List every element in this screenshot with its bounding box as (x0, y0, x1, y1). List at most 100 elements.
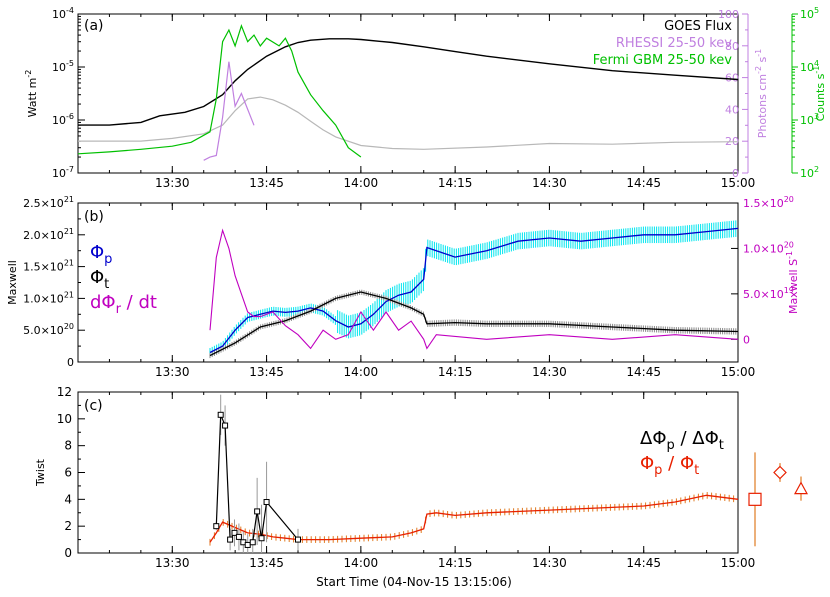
counts-tick-label: 104 (800, 59, 819, 74)
legend-phi-ratio: Φp / Φt (640, 453, 699, 478)
photons-tick-label: 100 (718, 8, 739, 21)
curve-label: Φp (90, 242, 112, 267)
y-tick-label: 2.0×1021 (23, 227, 74, 242)
x-tick-label: 14:45 (626, 365, 661, 379)
x-tick-label: 15:00 (721, 556, 756, 570)
y-tick-label: 10-5 (52, 59, 74, 74)
summary-diamond-marker (773, 465, 787, 480)
panel-c: 13:30 13:45 14:00 14:15 14:30 14:45 15:00 0 2 4 6 8… (34, 385, 809, 570)
y-tick-label: 1.5×1021 (23, 259, 74, 274)
right-axis-label-text: Maxwell S-1 (785, 251, 800, 314)
y-tick-label: 12 (57, 385, 72, 399)
x-tick-label: 15:00 (721, 365, 756, 379)
photons-tick-label: 40 (725, 103, 739, 116)
y-axis-label-a: Watt m-2 (24, 70, 39, 118)
x-tick-label: 14:15 (438, 556, 473, 570)
panel-b: 13:30 13:45 14:00 14:15 14:30 14:45 15:00 0 5.0×… (6, 195, 800, 379)
counts-axis-label-text: Counts s-1 (812, 66, 827, 122)
panel-label-c: (c) (84, 398, 103, 414)
x-tick-label: 14:15 (438, 176, 473, 190)
series-dphi-r-dt (209, 228, 739, 350)
series-goes-flux (78, 38, 739, 126)
right-axis-label-b: Maxwell S-1 (785, 251, 800, 314)
y-tick-label: 10-7 (52, 165, 74, 180)
y-tick-label: 1.0×1021 (23, 290, 74, 305)
delta-point-marker (254, 508, 261, 515)
y-axis-label-c: Twist (34, 458, 47, 487)
x-tick-label: 15:00 (721, 176, 756, 190)
legend-delta-phi-ratio: ΔΦp / ΔΦt (640, 428, 724, 453)
y-tick-label: 10-4 (52, 6, 74, 21)
summary-square-marker (748, 492, 762, 506)
y-tick-label: 0 (64, 546, 72, 560)
phi-t-error-bars (209, 289, 737, 359)
panel-label-a: (a) (84, 18, 104, 34)
right-tick-label: 1.5×1020 (743, 195, 794, 210)
delta-point-marker (244, 541, 251, 548)
x-tick-label: 14:30 (532, 556, 567, 570)
delta-point-marker (217, 411, 224, 418)
counts-axis-label: Counts s-1 (812, 66, 827, 122)
photons-tick-label: 60 (725, 72, 739, 85)
summary-triangle-marker (793, 481, 809, 495)
curve-label: Φt (90, 267, 109, 292)
delta-point-marker (222, 422, 229, 429)
x-tick-label: 13:45 (249, 365, 284, 379)
x-tick-label: 13:30 (155, 556, 190, 570)
delta-point-marker (263, 499, 270, 506)
counts-tick-label: 103 (800, 112, 819, 127)
y-tick-label: 4 (64, 492, 72, 506)
delta-point-marker (295, 536, 301, 543)
x-tick-label: 14:00 (344, 365, 379, 379)
x-tick-label: 13:45 (249, 556, 284, 570)
x-tick-label: 14:45 (626, 556, 661, 570)
delta-point-marker (227, 536, 234, 543)
x-tick-label: 13:45 (249, 176, 284, 190)
x-tick-label: 14:15 (438, 365, 473, 379)
y-tick-label: 10 (57, 412, 72, 426)
panel-a: 13:30 13:45 14:00 14:15 14:30 14:45 15:00 10-4 1… (24, 6, 827, 190)
series-rhessi-25-50-kev (203, 61, 255, 161)
delta-point-marker (249, 539, 256, 546)
series-goes-low-channel (78, 96, 739, 150)
photons-axis-label-text: Photons cm-2 s-1 (754, 49, 769, 139)
x-tick-label: 13:30 (155, 365, 190, 379)
y-axis-label-text: Watt m-2 (24, 70, 39, 118)
y-axis-label-text: Maxwell (6, 260, 19, 305)
x-tick-label: 13:30 (155, 176, 190, 190)
photons-tick-label: 0 (732, 167, 739, 180)
y-tick-label: 0 (67, 356, 74, 369)
series-fermi-gbm-25-50-kev (77, 24, 362, 158)
y-axis-label-b: Maxwell (6, 260, 19, 305)
right-tick-label: 0 (743, 333, 750, 346)
y-tick-label: 5.0×1020 (23, 322, 74, 337)
y-tick-label: 8 (64, 439, 72, 453)
delta-point-marker (258, 535, 265, 542)
series-phi-p (209, 227, 739, 354)
x-axis-label: Start Time (04-Nov-15 13:15:06) (316, 575, 512, 589)
x-tick-label: 14:45 (626, 176, 661, 190)
panel-label-b: (b) (84, 209, 104, 225)
ratio-error-bars (209, 492, 735, 546)
right-tick-label: 1.0×1020 (743, 240, 794, 255)
x-tick-label: 14:00 (344, 176, 379, 190)
delta-point-marker (235, 533, 242, 540)
counts-tick-label: 105 (800, 6, 819, 21)
y-tick-label: 6 (64, 466, 72, 480)
delta-point-marker (231, 529, 238, 536)
legend-entry: GOES Flux (664, 19, 732, 34)
photons-axis-label: Photons cm-2 s-1 (754, 49, 769, 139)
series-phi-p-over-phi-t (209, 494, 739, 543)
x-tick-label: 14:30 (532, 176, 567, 190)
y-tick-label: 10-6 (52, 112, 74, 127)
plot-frame-a (77, 13, 739, 174)
x-tick-label: 14:00 (344, 556, 379, 570)
legend-entry: Fermi GBM 25-50 kev (593, 53, 733, 68)
delta-point-marker (213, 523, 220, 530)
legend-entry: RHESSI 25-50 kev (616, 36, 732, 51)
y-tick-label: 2 (64, 519, 72, 533)
plot-frame-c (77, 391, 739, 554)
x-tick-label: 14:30 (532, 365, 567, 379)
